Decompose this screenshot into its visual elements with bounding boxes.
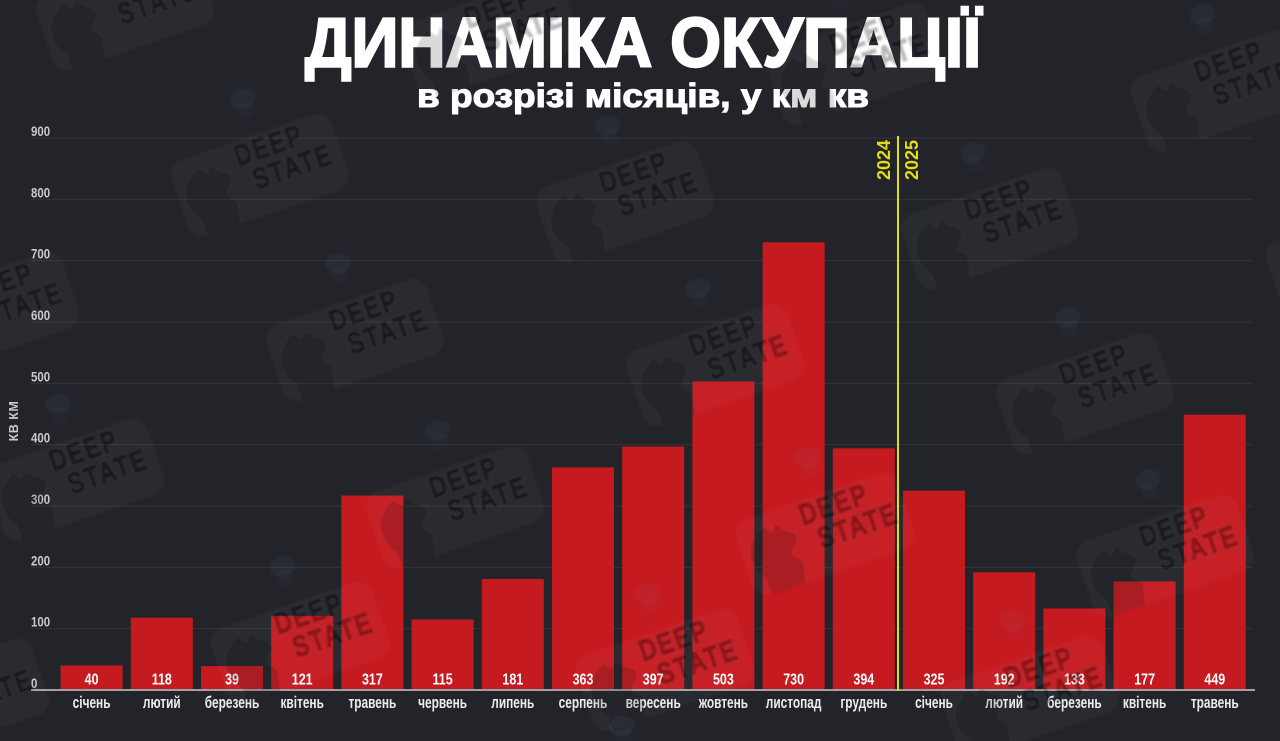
svg-text:177: 177 (1134, 671, 1155, 689)
svg-text:730: 730 (783, 671, 804, 689)
svg-text:лютий: лютий (143, 694, 181, 712)
svg-text:липень: липень (491, 694, 534, 712)
svg-text:травень: травень (1191, 694, 1239, 712)
svg-text:500: 500 (31, 368, 50, 384)
svg-text:КВ КМ: КВ КМ (7, 401, 21, 442)
svg-text:квітень: квітень (280, 694, 324, 712)
svg-text:грудень: грудень (840, 694, 887, 712)
svg-text:900: 900 (31, 123, 50, 139)
svg-text:жовтень: жовтень (698, 694, 748, 712)
svg-text:118: 118 (152, 671, 172, 689)
svg-text:2024: 2024 (874, 140, 894, 180)
svg-text:200: 200 (31, 552, 50, 568)
svg-text:40: 40 (85, 671, 99, 689)
svg-text:травень: травень (348, 694, 396, 712)
svg-text:181: 181 (502, 671, 523, 689)
svg-text:400: 400 (31, 430, 50, 446)
svg-text:100: 100 (31, 614, 50, 630)
svg-text:449: 449 (1204, 671, 1225, 689)
svg-text:394: 394 (853, 671, 874, 689)
svg-text:червень: червень (418, 694, 467, 712)
svg-text:2025: 2025 (902, 140, 922, 180)
svg-text:листопад: листопад (766, 694, 822, 712)
svg-text:317: 317 (362, 671, 383, 689)
svg-text:325: 325 (924, 671, 945, 689)
svg-text:січень: січень (73, 694, 111, 712)
svg-text:квітень: квітень (1123, 694, 1167, 712)
svg-text:800: 800 (31, 184, 50, 200)
svg-text:115: 115 (433, 671, 453, 689)
